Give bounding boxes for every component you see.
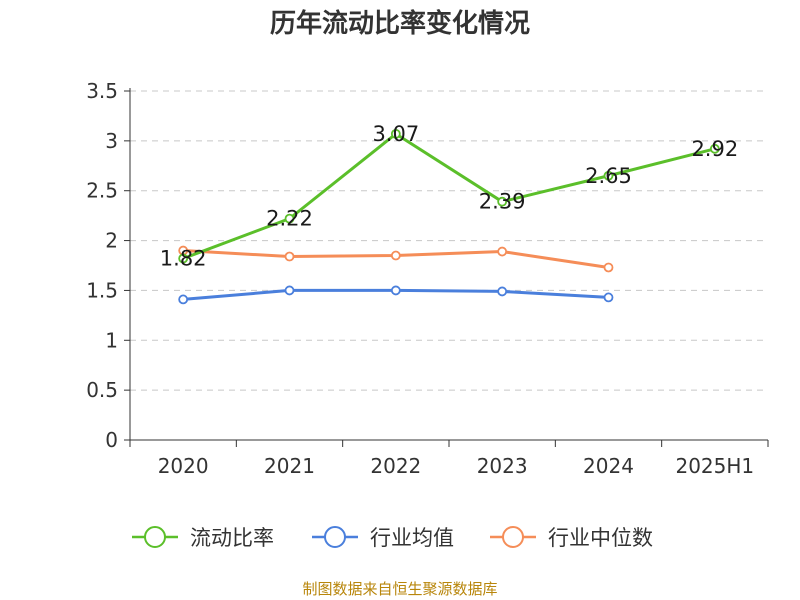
legend-label: 行业中位数 xyxy=(548,526,653,550)
series-layer: 1.82 2.22 3.07 2.39 2.65 2.92 xyxy=(160,122,738,305)
data-point xyxy=(603,292,614,303)
x-tick-label: 2024 xyxy=(583,454,634,478)
data-point xyxy=(497,286,508,297)
x-tick-label: 2025H1 xyxy=(675,454,754,478)
y-tick-label: 0.5 xyxy=(86,378,118,402)
data-point xyxy=(178,294,189,305)
data-point xyxy=(603,262,614,273)
axes: 0 0.5 1 1.5 2 2.5 3 3.5 2020 2021 2022 2023 2024 2025… xyxy=(86,79,769,478)
data-point xyxy=(284,285,295,296)
legend-label: 行业均值 xyxy=(370,526,454,550)
data-label: 2.39 xyxy=(479,190,526,214)
grid-lines xyxy=(130,90,768,391)
data-label: 1.82 xyxy=(160,247,207,271)
data-label: 2.92 xyxy=(691,137,738,161)
data-point xyxy=(284,213,295,224)
data-point xyxy=(603,170,614,181)
x-tick-label: 2021 xyxy=(264,454,315,478)
data-label: 2.22 xyxy=(266,207,313,231)
data-point xyxy=(284,251,295,262)
y-tick-label: 2 xyxy=(105,229,118,253)
y-tick-label: 3 xyxy=(105,129,118,153)
data-label: 2.65 xyxy=(585,164,632,188)
y-tick-label: 0 xyxy=(105,428,118,452)
y-tick-label: 2.5 xyxy=(86,179,118,203)
legend-marker xyxy=(144,526,166,548)
x-tick-label: 2020 xyxy=(158,454,209,478)
data-point xyxy=(497,246,508,257)
data-point xyxy=(497,196,508,207)
data-point xyxy=(390,250,401,261)
y-tick-label: 3.5 xyxy=(86,79,118,103)
legend: 流动比率 行业均值 行业中位数 xyxy=(132,526,653,550)
data-point xyxy=(709,143,720,154)
series-line-0 xyxy=(182,132,716,260)
chart-title: 历年流动比率变化情况 xyxy=(270,8,530,39)
source-note: 制图数据来自恒生聚源数据库 xyxy=(302,580,497,598)
data-point xyxy=(178,253,189,264)
y-tick-label: 1.5 xyxy=(86,278,118,302)
y-tick-label: 1 xyxy=(105,328,118,352)
x-tick-label: 2023 xyxy=(477,454,528,478)
legend-marker xyxy=(502,526,524,548)
data-point xyxy=(390,128,401,139)
data-point xyxy=(390,285,401,296)
x-tick-label: 2022 xyxy=(370,454,421,478)
legend-marker xyxy=(324,526,346,548)
legend-label: 流动比率 xyxy=(190,526,274,550)
data-label: 3.07 xyxy=(372,122,419,146)
